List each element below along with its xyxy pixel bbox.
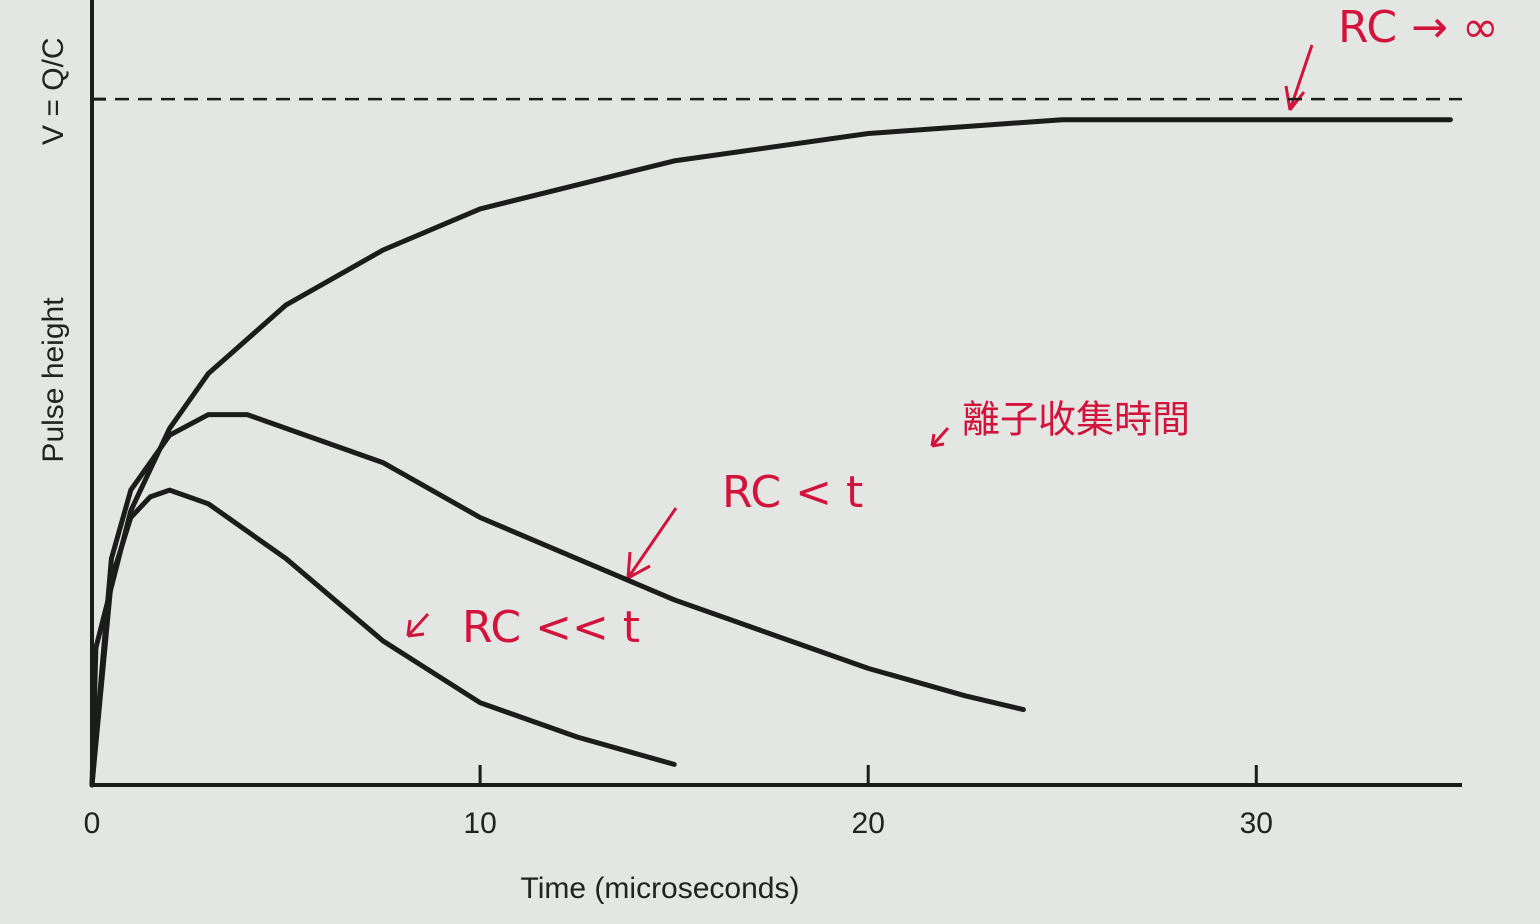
x-tick-label: 10 [463,807,496,840]
arrow [626,507,678,580]
reference-label: V = Q/C [37,37,70,145]
y-axis-title: Pulse height [37,297,70,463]
arrow [930,427,950,448]
x-tick-label: 30 [1240,807,1273,840]
line [89,487,677,788]
x-tick-label: 0 [84,807,101,840]
line [89,117,1453,788]
annotation-arrows [406,44,1314,638]
x-axis-title: Time (microseconds) [521,872,800,905]
series-label: RC < t [722,467,863,518]
x-tick-label: 20 [852,807,885,840]
series-label: RC << t [462,602,640,653]
series-label: RC → ∞ [1338,2,1499,53]
arrow [406,612,430,638]
annotation: 離子收集時間 [962,398,1190,442]
line [89,412,1026,788]
